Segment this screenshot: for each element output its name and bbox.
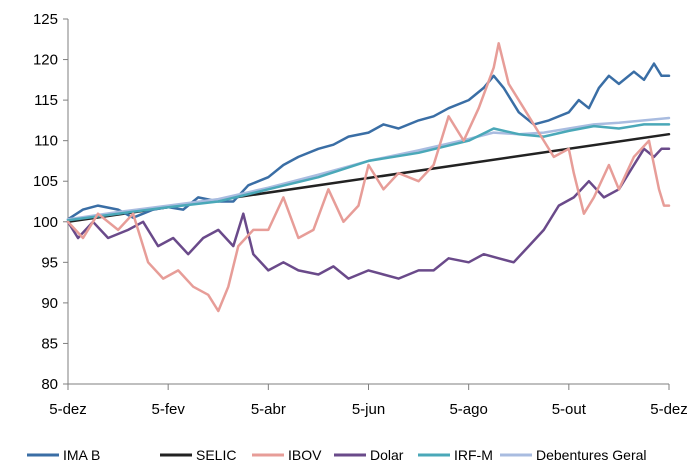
legend-label-ima-b: IMA B: [63, 447, 100, 463]
legend-label-irf-m: IRF-M: [454, 447, 493, 463]
legend-label-dolar: Dolar: [370, 447, 404, 463]
series-line-debentures-geral: [66, 116, 671, 221]
legend-label-selic: SELIC: [196, 447, 236, 463]
x-tick-label: 5-out: [552, 401, 587, 418]
legend: IMA B SELIC IBOV Dolar IRF-M Debentures Geral: [27, 447, 647, 463]
y-tick-label: 100: [33, 214, 58, 231]
x-tick-label: 5-abr: [251, 401, 286, 418]
legend-label-ibov: IBOV: [288, 447, 322, 463]
y-tick-label: 105: [33, 173, 58, 190]
x-tick-label: 5-dez: [650, 401, 688, 418]
y-tick-label: 95: [41, 254, 58, 271]
series-layer: [66, 42, 671, 313]
x-tick-label: 5-jun: [352, 401, 385, 418]
y-tick-label: 85: [41, 335, 58, 352]
y-tick-label: 125: [33, 11, 58, 28]
series-line-dolar: [66, 147, 671, 280]
y-tick-label: 110: [34, 133, 58, 150]
y-tick-label: 90: [41, 295, 58, 312]
series-line-ibov: [66, 42, 671, 313]
series-line-irf-m: [66, 123, 671, 222]
y-tick-label: 115: [34, 92, 58, 109]
x-tick-label: 5-dez: [49, 401, 87, 418]
chart-axes: 80 85 90 95 100 105 110 115 120 125 5-dez 5-fev 5-ab…: [33, 11, 688, 418]
x-tick-label: 5-ago: [449, 401, 487, 418]
y-tick-label: 80: [41, 376, 58, 393]
legend-label-debentures-geral: Debentures Geral: [536, 447, 647, 463]
series-line-ima-b: [66, 62, 671, 221]
x-tick-label: 5-fev: [151, 401, 185, 418]
y-tick-label: 120: [33, 52, 58, 69]
